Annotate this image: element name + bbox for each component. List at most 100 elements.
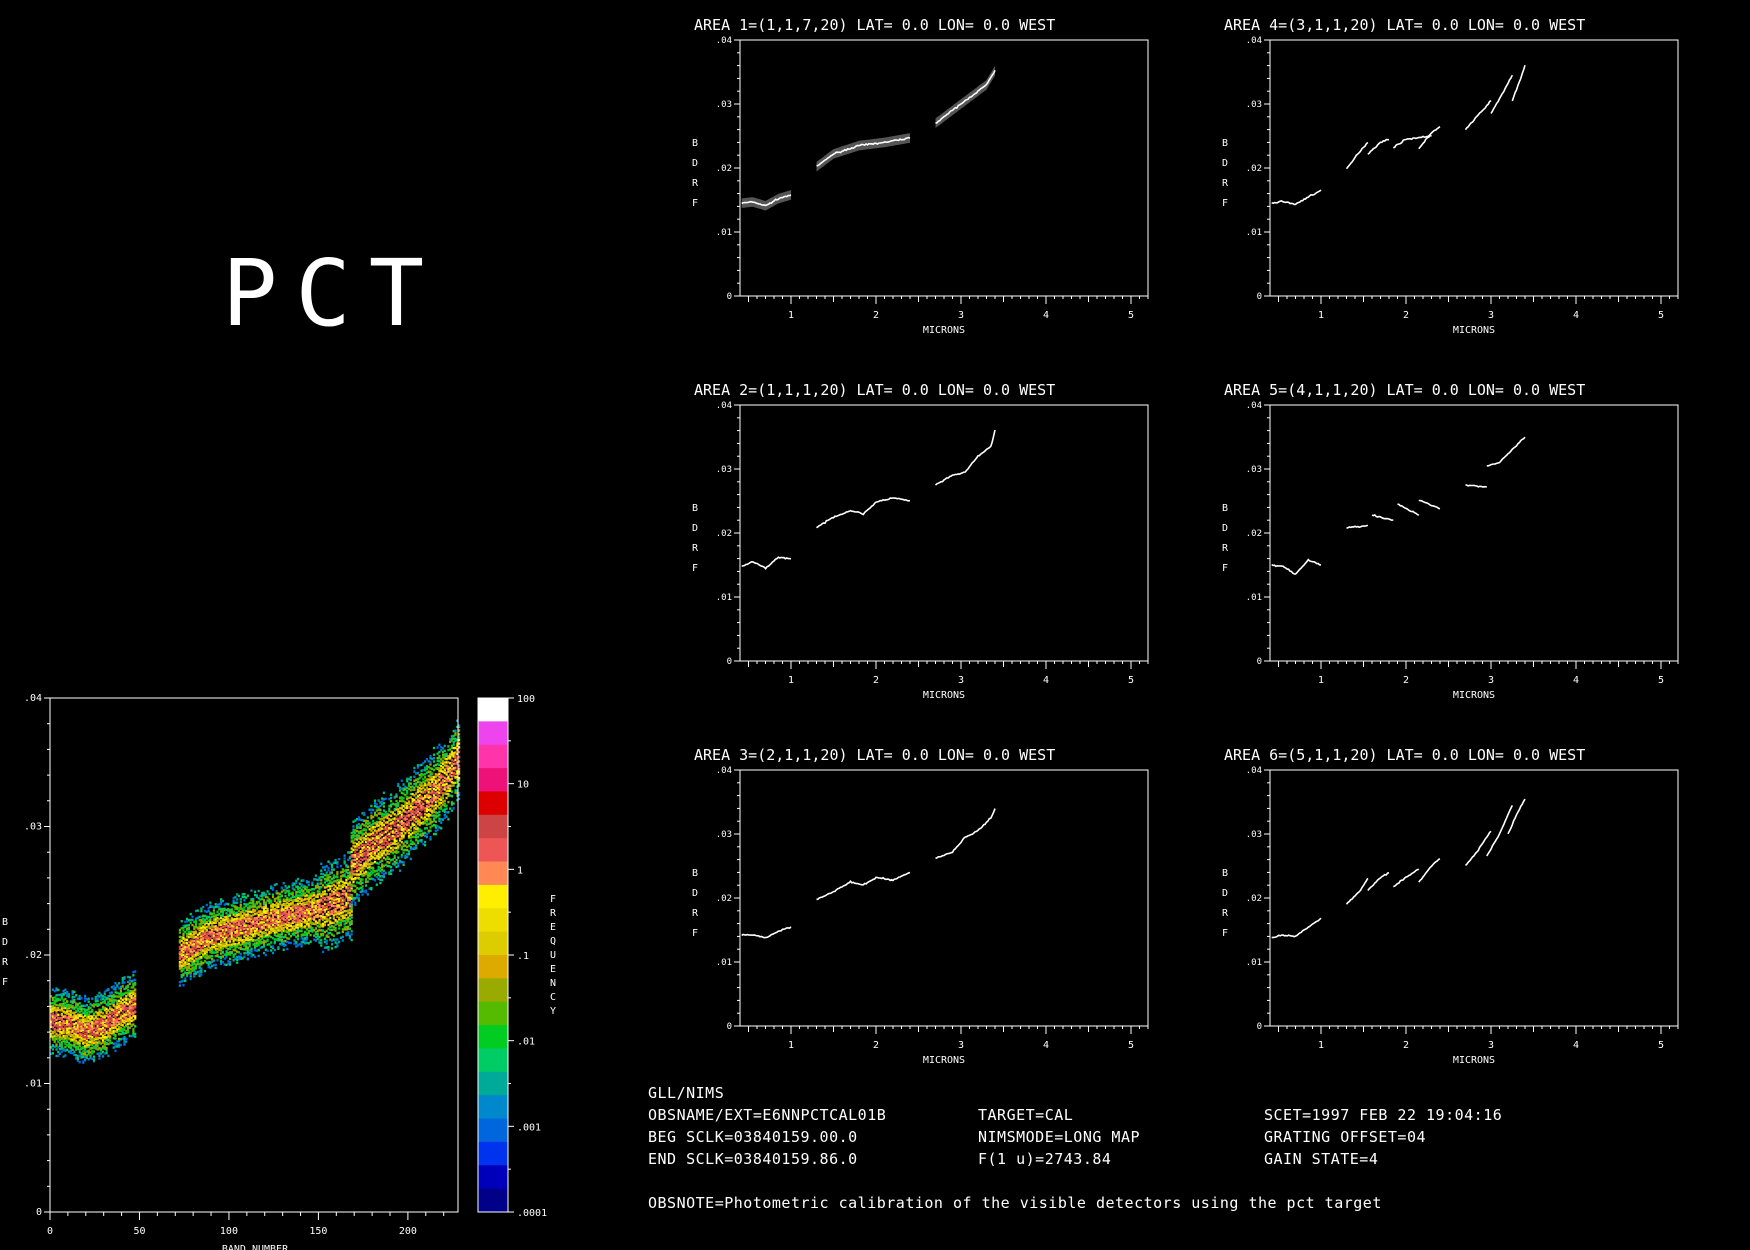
heatmap-cell — [388, 807, 391, 810]
heatmap-cell — [94, 1036, 97, 1040]
heatmap-cell — [228, 947, 232, 950]
heatmap-cell — [434, 788, 437, 792]
heatmap-cell — [232, 944, 235, 948]
heatmap-cell — [232, 955, 235, 958]
heatmap-cell — [230, 908, 233, 911]
heatmap-cell — [432, 814, 436, 817]
heatmap-cell — [363, 837, 366, 840]
heatmap-cell — [220, 962, 223, 965]
heatmap-cell — [322, 950, 325, 954]
heatmap-cell — [275, 883, 278, 886]
heatmap-cell — [60, 1012, 63, 1016]
heatmap-cell — [352, 828, 355, 831]
heatmap-cell — [322, 890, 325, 894]
heatmap-cell — [279, 910, 282, 914]
heatmap-cell — [73, 1050, 76, 1053]
heatmap-cell — [284, 930, 287, 933]
heatmap-cell — [178, 947, 181, 950]
y-tick-label: .03 — [1246, 465, 1262, 475]
heatmap-cell — [237, 955, 241, 958]
heatmap-cell — [69, 1014, 72, 1017]
heatmap-cell — [452, 752, 455, 755]
heatmap-cell — [418, 802, 421, 805]
heatmap-cell — [80, 1029, 83, 1033]
heatmap-cell — [393, 835, 396, 838]
heatmap-cell — [266, 921, 269, 924]
heatmap-cell — [57, 993, 60, 997]
heatmap-cell — [350, 869, 353, 872]
heatmap-cell — [416, 813, 419, 817]
heatmap-cell — [76, 1042, 79, 1045]
heatmap-cell — [447, 765, 450, 768]
heatmap-cell — [218, 937, 221, 941]
heatmap-cell — [259, 916, 262, 920]
heatmap-cell — [280, 924, 283, 927]
heatmap-cell — [103, 996, 106, 999]
heatmap-cell — [182, 932, 185, 935]
heatmap-cell — [239, 921, 242, 924]
heatmap-cell — [438, 801, 441, 804]
heatmap-cell — [293, 939, 296, 942]
heatmap-cell — [350, 867, 353, 870]
heatmap-cell — [305, 912, 309, 915]
heatmap-cell — [286, 908, 289, 911]
heatmap-cell — [391, 846, 394, 849]
heatmap-cell — [431, 824, 434, 828]
heatmap-cell — [53, 1034, 56, 1037]
heatmap-cell — [368, 828, 371, 831]
heatmap-cell — [422, 762, 425, 765]
heatmap-cell — [318, 925, 321, 928]
heatmap-cell — [404, 801, 407, 804]
heatmap-cell — [288, 899, 291, 902]
heatmap-cell — [420, 809, 423, 812]
heatmap-cell — [180, 936, 183, 939]
heatmap-cell — [325, 895, 328, 899]
heatmap-cell — [375, 854, 378, 858]
heatmap-cell — [112, 994, 115, 997]
heatmap-cell — [375, 806, 378, 809]
heatmap-cell — [441, 759, 445, 763]
heatmap-cell — [279, 892, 282, 896]
heatmap-cell — [128, 1001, 131, 1004]
heatmap-cell — [216, 929, 219, 932]
heatmap-cell — [454, 732, 457, 735]
heatmap-cell — [368, 868, 371, 871]
heatmap-cell — [98, 1052, 101, 1055]
heatmap-cell — [252, 928, 255, 931]
heatmap-cell — [400, 837, 403, 840]
heatmap-cell — [212, 963, 215, 967]
heatmap-cell — [447, 784, 450, 788]
heatmap-cell — [300, 888, 303, 891]
heatmap-cell — [58, 993, 62, 997]
heatmap-cell — [298, 882, 301, 885]
heatmap-cell — [279, 915, 282, 918]
heatmap-cell — [254, 955, 257, 959]
heatmap-cell — [203, 944, 207, 948]
heatmap-cell — [62, 1048, 65, 1052]
heatmap-cell — [51, 1052, 54, 1055]
heatmap-cell — [293, 942, 296, 945]
heatmap-cell — [329, 887, 332, 891]
heatmap-cell — [438, 767, 441, 770]
heatmap-cell — [186, 952, 189, 956]
heatmap-cell — [452, 734, 455, 737]
heatmap-cell — [230, 943, 233, 946]
heatmap-cell — [366, 842, 369, 845]
heatmap-cell — [304, 930, 307, 934]
heatmap-cell — [432, 775, 436, 779]
heatmap-cell — [452, 737, 455, 740]
heatmap-cell — [275, 914, 278, 917]
heatmap-cell — [186, 966, 189, 969]
heatmap-cell — [101, 995, 105, 998]
heatmap-cell — [84, 999, 87, 1003]
heatmap-cell — [87, 1051, 90, 1054]
heatmap-cell — [271, 910, 275, 914]
heatmap-cell — [92, 1060, 96, 1063]
heatmap-cell — [214, 927, 217, 931]
heatmap-cell — [191, 918, 194, 922]
heatmap-cell — [415, 805, 418, 809]
y-tick-label: .01 — [716, 228, 732, 238]
heatmap-cell — [406, 814, 409, 817]
heatmap-cell — [187, 962, 190, 966]
heatmap-cell — [350, 897, 353, 900]
